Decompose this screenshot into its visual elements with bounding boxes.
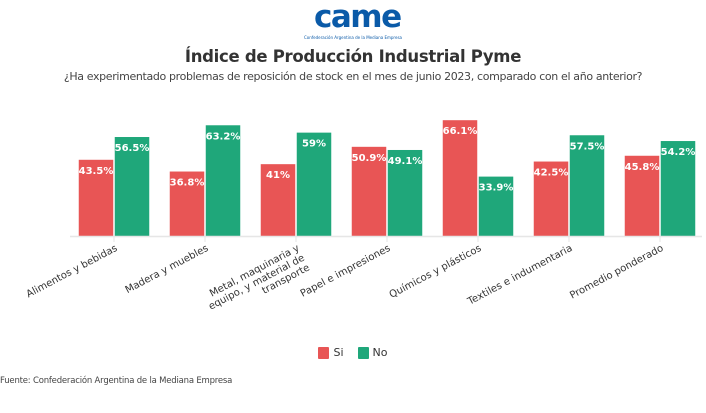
category-label-line: Químicos y plásticos: [387, 242, 483, 301]
bar-si[interactable]: [78, 159, 114, 236]
logo-tagline: Confederación Argentina de la Mediana Em…: [304, 35, 402, 40]
bar-no[interactable]: [660, 141, 696, 236]
legend-item-no[interactable]: No: [357, 346, 388, 359]
category-label-line: Promedio ponderado: [568, 243, 665, 302]
x-axis-ticks: [113, 236, 661, 242]
bar-value-labels: 43.5% 56.5% 36.8% 63.2% 41% 59% 50.9% 49.1% 66.1…: [79, 126, 696, 193]
category-label-line: Alimentos y bebidas: [25, 243, 120, 300]
chart-title: Índice de Producción Industrial Pyme: [184, 47, 522, 66]
bar-no[interactable]: [296, 132, 332, 236]
category-label-line: Papel e impresiones: [299, 243, 393, 300]
x-axis-category-label: Alimentos y bebidas: [25, 243, 120, 300]
bar-value-label: 54.2%: [661, 147, 696, 158]
legend-swatch-si: [318, 346, 330, 359]
legend-label-no: No: [372, 346, 388, 359]
bar-value-label: 49.1%: [388, 156, 423, 167]
logo-wordmark: came: [314, 0, 402, 35]
bar-value-label: 59%: [302, 139, 326, 150]
x-axis-category-labels: Alimentos y bebidas Madera y mueblesMetal…: [25, 242, 666, 313]
bar-value-label: 33.9%: [479, 183, 514, 194]
bar-value-label: 50.9%: [352, 153, 387, 164]
bar-si[interactable]: [169, 171, 205, 236]
bar-si[interactable]: [260, 164, 296, 236]
legend: Si No: [0, 346, 706, 359]
chart-subtitle: ¿Ha experimentado problemas de reposició…: [63, 70, 643, 83]
bars-layer: [78, 120, 696, 236]
bar-si[interactable]: [624, 155, 660, 236]
x-axis-category-label: Madera y muebles: [124, 243, 211, 296]
bar-si[interactable]: [442, 120, 478, 236]
bar-value-label: 41%: [266, 170, 290, 181]
legend-label-si: Si: [333, 346, 344, 359]
bar-value-label: 63.2%: [206, 131, 241, 142]
bar-no[interactable]: [569, 135, 605, 236]
bar-si[interactable]: [533, 161, 569, 236]
bar-no[interactable]: [387, 149, 423, 236]
bar-value-label: 36.8%: [170, 178, 205, 189]
bar-value-label: 56.5%: [115, 143, 150, 154]
bar-value-label: 43.5%: [79, 166, 114, 177]
legend-swatch-no: [357, 346, 369, 359]
bar-value-label: 66.1%: [443, 126, 478, 137]
legend-item-si[interactable]: Si: [318, 346, 344, 359]
category-label-line: Madera y muebles: [124, 243, 211, 296]
source-note: Fuente: Confederación Argentina de la Me…: [0, 376, 233, 386]
bar-value-label: 45.8%: [625, 162, 660, 173]
x-axis-category-label: Papel e impresiones: [299, 243, 393, 300]
bar-si[interactable]: [351, 146, 387, 236]
bar-no[interactable]: [114, 137, 150, 236]
bar-value-label: 57.5%: [570, 141, 605, 152]
came-logo: came Confederación Argentina de la Media…: [0, 0, 706, 45]
bar-value-label: 42.5%: [534, 168, 569, 179]
x-axis-category-label: Promedio ponderado: [568, 243, 665, 302]
bar-no[interactable]: [478, 176, 514, 236]
x-axis-category-label: Químicos y plásticos: [387, 242, 483, 301]
bar-no[interactable]: [205, 125, 241, 236]
